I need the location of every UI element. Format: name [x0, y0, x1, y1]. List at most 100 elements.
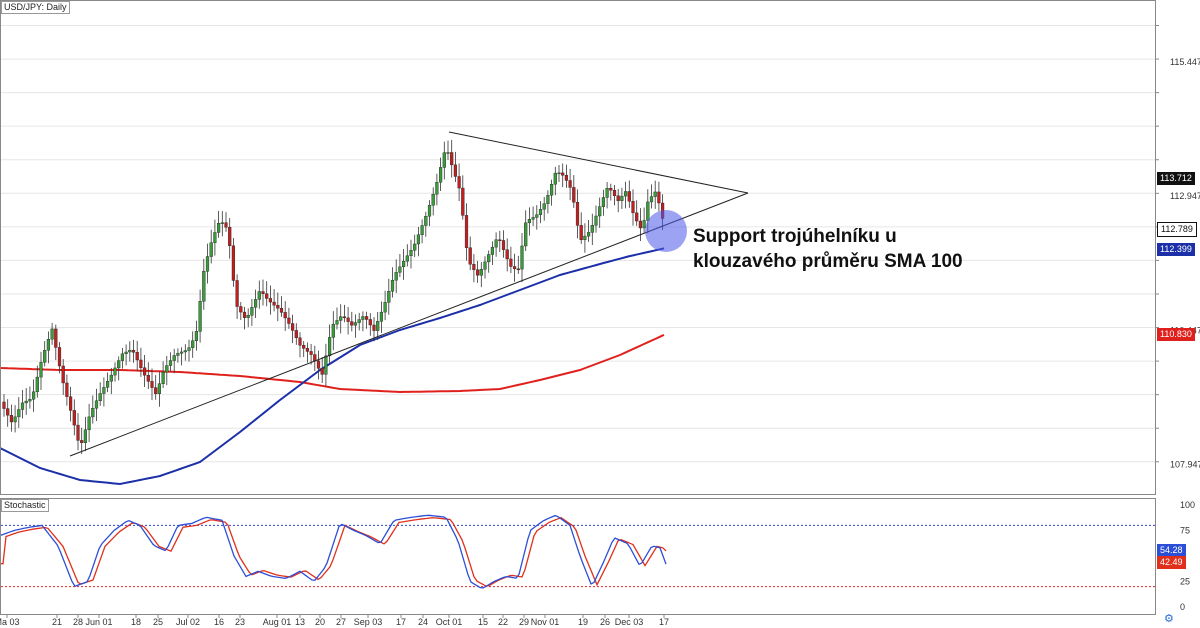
candle-down — [342, 316, 346, 319]
candle-down — [309, 351, 313, 355]
x-tick-label: 16 — [214, 617, 224, 627]
candle-down — [609, 188, 613, 191]
candle-down — [305, 348, 309, 352]
candle-up — [402, 261, 406, 268]
settings-icon[interactable]: ⚙ — [1164, 613, 1174, 625]
candle-down — [635, 212, 639, 222]
candle-up — [535, 214, 539, 218]
candle-down — [657, 191, 661, 204]
candle-up — [157, 383, 161, 394]
candle-down — [146, 375, 150, 382]
x-tick-label: 23 — [235, 617, 245, 627]
candle-down — [616, 195, 620, 201]
candle-down — [142, 367, 147, 376]
support-highlight-circle — [645, 210, 687, 252]
candle-up — [431, 193, 435, 206]
candle-up — [390, 279, 395, 292]
candle-up — [128, 349, 132, 353]
candle-up — [524, 222, 528, 247]
candle-up — [531, 217, 535, 220]
candle-up — [328, 337, 332, 357]
candle-up — [483, 261, 487, 270]
candle-up — [394, 272, 398, 281]
stoch-y-tick-label: 75 — [1180, 526, 1190, 536]
candle-up — [176, 353, 180, 356]
candle-up — [246, 315, 250, 318]
candle-up — [590, 225, 594, 233]
candle-up — [168, 360, 173, 366]
candle-down — [516, 268, 520, 271]
candle-down — [350, 321, 354, 326]
candle-down — [501, 240, 506, 250]
x-tick-label: 24 — [418, 617, 428, 627]
x-tick-label: Sep 03 — [354, 617, 383, 627]
candle-down — [572, 187, 576, 203]
candle-down — [242, 311, 247, 318]
candle-down — [235, 280, 239, 307]
candle-down — [313, 354, 317, 362]
candle-down — [154, 387, 158, 394]
stochastic-title: Stochastic — [1, 499, 49, 512]
sma-200-path — [0, 333, 665, 394]
candle-down — [61, 365, 65, 384]
x-tick-label: Oct 01 — [436, 617, 463, 627]
candle-up — [587, 232, 591, 237]
x-tick-label: 27 — [336, 617, 346, 627]
candle-up — [331, 323, 335, 338]
candle-down — [372, 324, 376, 331]
candle-down — [9, 415, 13, 423]
candle-up — [124, 351, 128, 355]
candle-up — [642, 220, 646, 229]
stoch-d-path — [0, 516, 667, 587]
candle-up — [32, 391, 36, 400]
candle-up — [546, 195, 550, 204]
candle-down — [287, 317, 291, 324]
candle-down — [505, 249, 509, 260]
candle-up — [113, 367, 117, 376]
candle-up — [17, 409, 21, 418]
candle-up — [387, 291, 391, 303]
candle-up — [165, 365, 169, 373]
candle-up — [376, 321, 380, 331]
candle-up — [13, 416, 17, 423]
candle-down — [65, 382, 69, 397]
candle-up — [220, 222, 224, 224]
annotation-line-1: Support trojúhelníku u — [693, 226, 897, 247]
candle-down — [72, 410, 76, 426]
stochastic-lines — [0, 514, 1155, 589]
x-tick-label: 28 — [73, 617, 83, 627]
candle-up — [83, 429, 87, 443]
candle-up — [46, 338, 50, 351]
candle-up — [28, 399, 32, 402]
stoch-y-tick-label: 0 — [1180, 602, 1185, 612]
candle-down — [464, 215, 469, 248]
candle-up — [442, 152, 446, 168]
candle-up — [542, 203, 546, 210]
candle-up — [598, 206, 602, 217]
annotation-line-2: klouzavého průměru SMA 100 — [693, 251, 963, 272]
candle-up — [420, 225, 424, 235]
stoch-pane-frame — [0, 498, 1156, 615]
candle-down — [135, 352, 139, 361]
candle-up — [527, 219, 531, 224]
candle-up — [202, 271, 206, 302]
candle-up — [339, 316, 343, 321]
candle-up — [424, 216, 428, 226]
candle-down — [468, 247, 472, 265]
grid — [1, 25, 1155, 463]
candle-down — [272, 301, 276, 306]
candle-down — [224, 222, 228, 228]
candle-up — [583, 235, 587, 240]
candle-up — [379, 311, 383, 322]
candle-down — [564, 174, 568, 181]
candle-up — [383, 302, 387, 313]
candle-up — [439, 167, 443, 183]
candle-up — [183, 350, 187, 353]
candle-up — [161, 371, 165, 384]
sma-200-line — [0, 333, 665, 394]
lower-trendline — [69, 192, 749, 457]
candle-up — [361, 316, 365, 320]
candle-down — [6, 408, 10, 416]
candle-up — [94, 400, 99, 409]
